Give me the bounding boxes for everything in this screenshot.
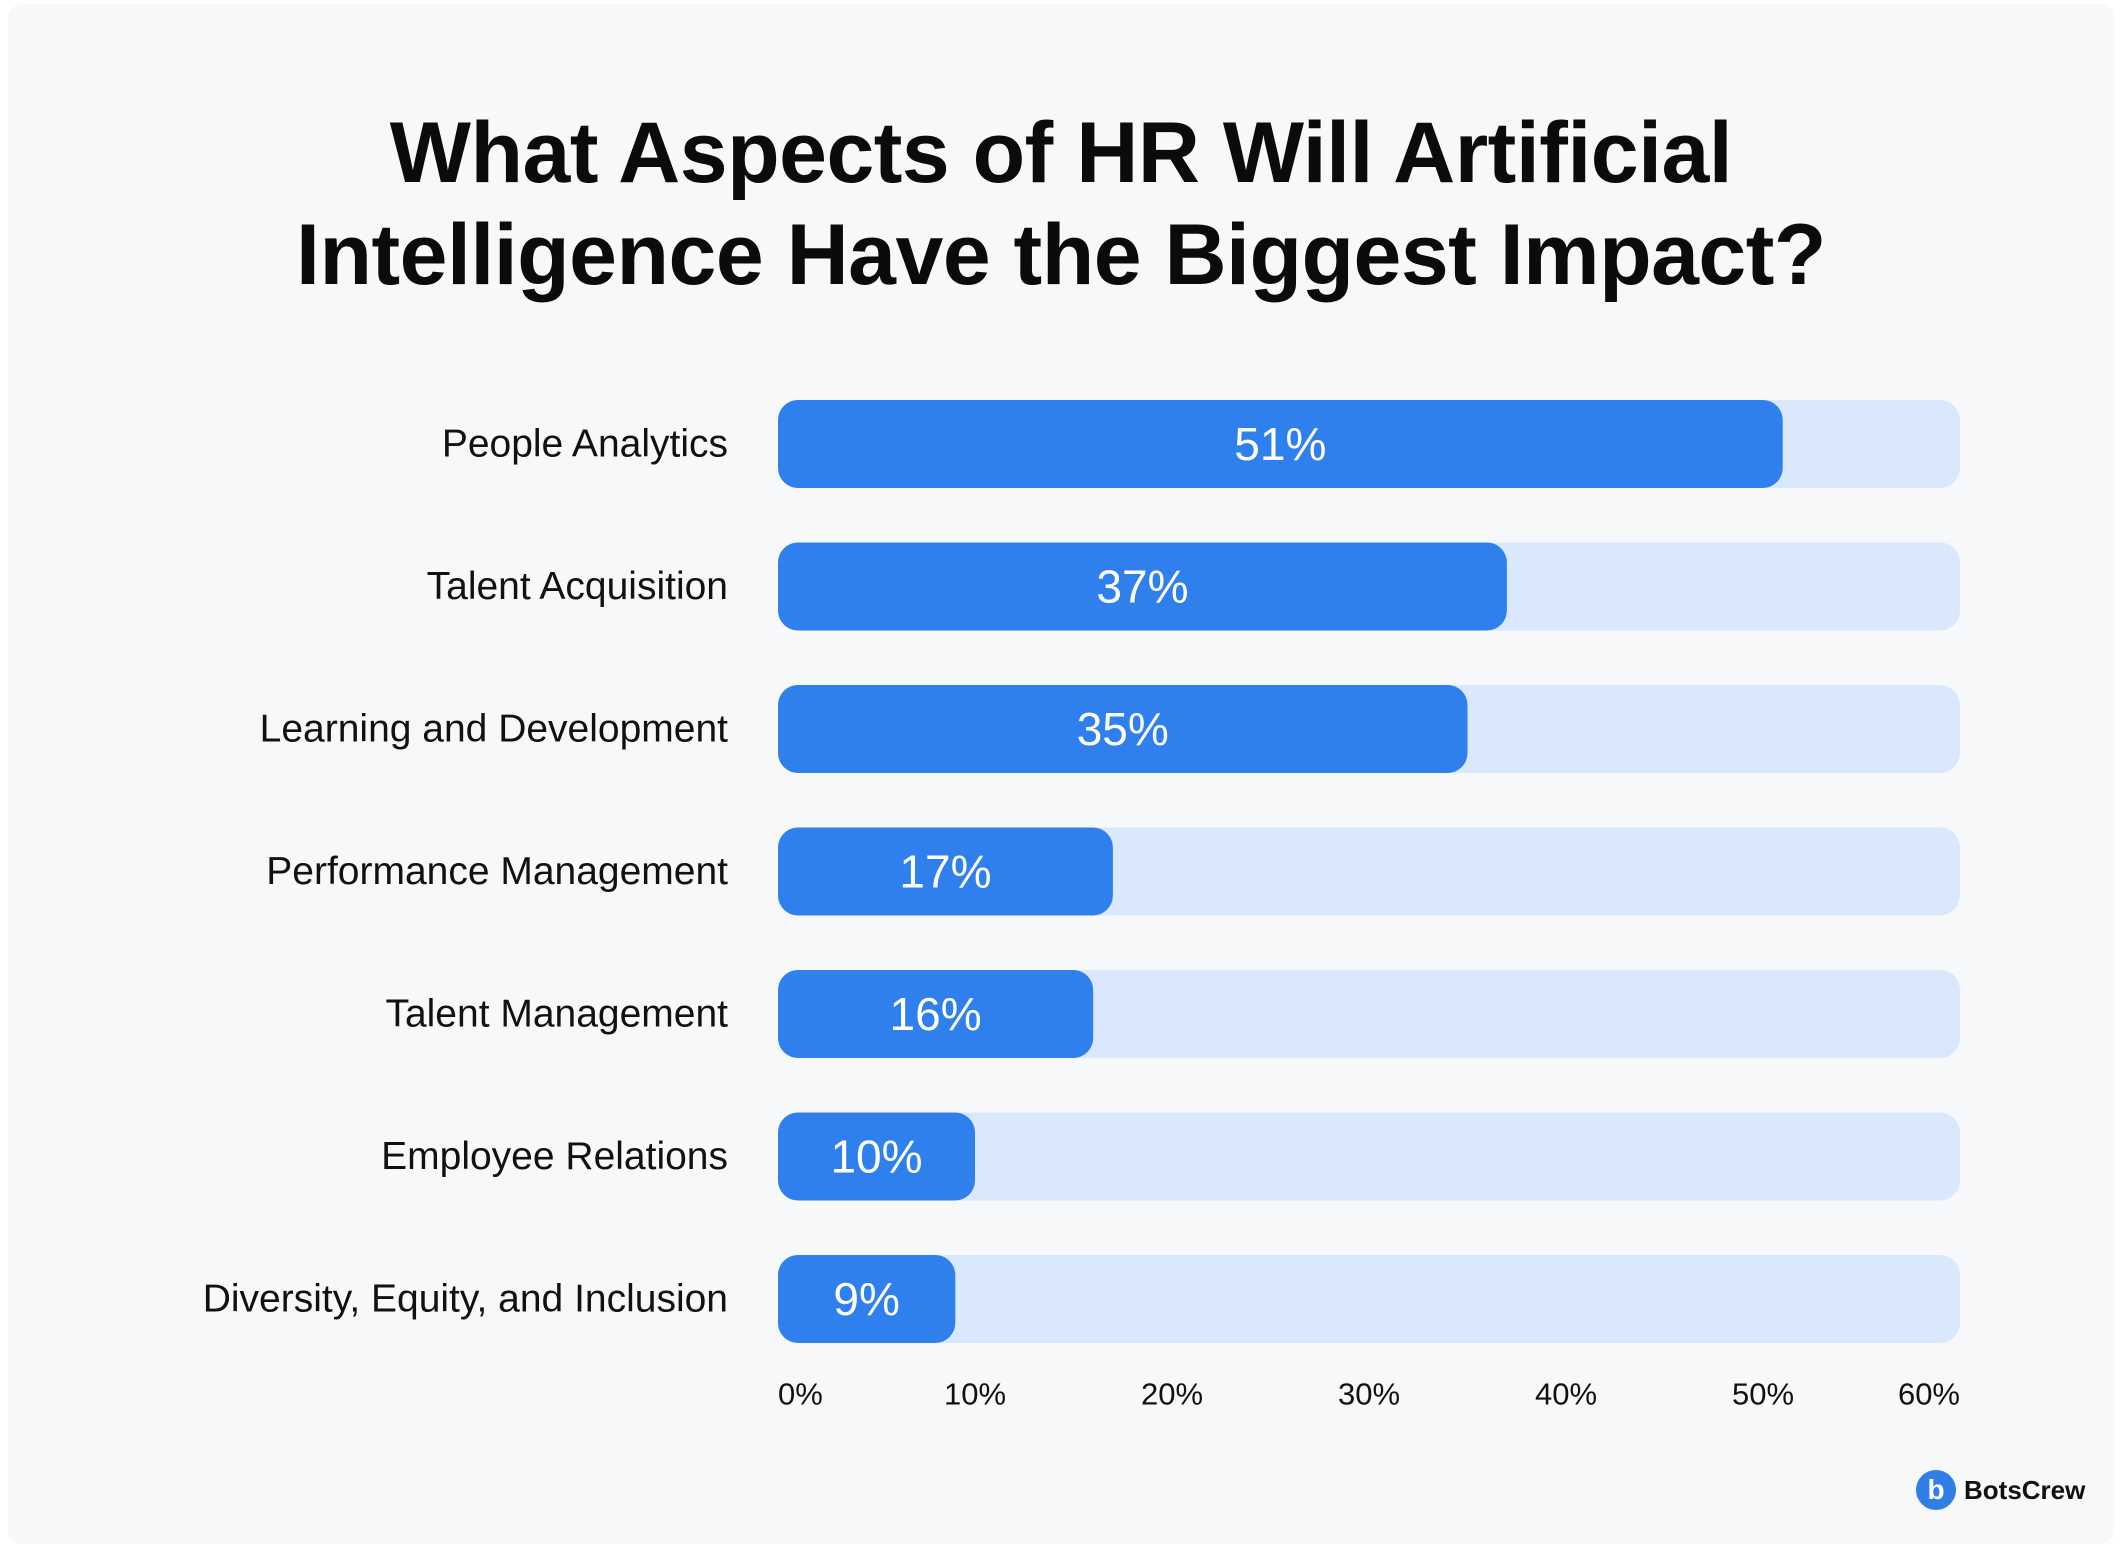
chart-title: What Aspects of HR Will Artificial Intel… [0, 102, 2122, 306]
chart-title-line-2: Intelligence Have the Biggest Impact? [296, 207, 1826, 303]
bar-track [778, 1112, 1960, 1201]
bar-value-label: 35% [1077, 703, 1169, 755]
category-label: Talent Management [385, 993, 728, 1036]
bar-value-label: 16% [890, 988, 982, 1040]
chart-title-line-1: What Aspects of HR Will Artificial [389, 105, 1733, 201]
bar [778, 1255, 956, 1343]
bar-value-label: 10% [830, 1131, 922, 1183]
bar-value-label: 9% [833, 1273, 899, 1325]
x-tick-label: 40% [1535, 1377, 1597, 1412]
x-tick-label: 50% [1732, 1377, 1794, 1412]
bar [778, 400, 1783, 488]
category-label: Employee Relations [381, 1135, 728, 1178]
bar-value-label: 17% [899, 846, 991, 898]
category-label: Talent Acquisition [427, 565, 728, 608]
botscrew-logo-text: BotsCrew [1964, 1474, 2086, 1505]
botscrew-logo: b BotsCrew [1916, 1470, 2085, 1510]
bar-value-label: 37% [1096, 561, 1188, 613]
bar [778, 685, 1468, 773]
category-label: Learning and Development [260, 708, 728, 751]
bar [778, 827, 1113, 916]
x-tick-label: 30% [1338, 1377, 1400, 1412]
x-tick-label: 20% [1141, 1377, 1203, 1412]
category-label: People Analytics [442, 423, 728, 466]
bar [778, 1112, 975, 1201]
botscrew-logo-icon: b [1916, 1470, 1956, 1510]
bar-track [778, 1255, 1960, 1343]
bar [778, 542, 1507, 631]
x-tick-label: 0% [778, 1377, 823, 1412]
category-label: Performance Management [266, 850, 728, 893]
x-tick-label: 60% [1898, 1377, 1960, 1412]
category-label: Diversity, Equity, and Inclusion [203, 1278, 728, 1321]
bar-value-label: 51% [1234, 418, 1326, 470]
bar [778, 970, 1094, 1058]
x-tick-label: 10% [944, 1377, 1006, 1412]
